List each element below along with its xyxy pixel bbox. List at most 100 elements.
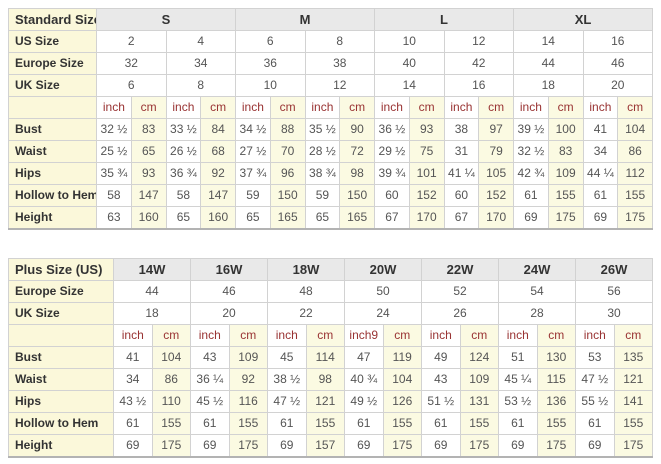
measure-value-cell: 32 ½ xyxy=(96,118,132,141)
size-value-cell: 32 xyxy=(96,52,167,75)
row-label: Height xyxy=(8,206,97,230)
measure-value-cell: 61 xyxy=(498,412,538,435)
measure-value-cell: 36 ¼ xyxy=(190,368,230,391)
measure-value-cell: 43 xyxy=(190,346,230,369)
measure-value-cell: 175 xyxy=(617,206,653,230)
measure-value-cell: 38 ¾ xyxy=(304,162,341,185)
measure-value-cell: 97 xyxy=(478,118,514,141)
measure-value-cell: 43 xyxy=(421,368,461,391)
measure-value-cell: 65 xyxy=(304,206,341,230)
unit-row-spacer xyxy=(8,96,97,119)
measure-value-cell: 155 xyxy=(305,412,345,435)
measure-row: Height 69 175 69 175 69 157 69 175 69 175 69 175 69 17… xyxy=(8,434,653,458)
measure-value-cell: 175 xyxy=(382,434,422,458)
size-value-cell: 6 xyxy=(96,74,167,97)
row-label: Bust xyxy=(8,346,114,369)
unit-header-inch: inch xyxy=(575,324,615,347)
measure-value-cell: 55 ½ xyxy=(575,390,615,413)
measure-row: Bust 41 104 43 109 45 114 47 119 49 124 51 130 53 135 xyxy=(8,346,653,369)
plus-size-table: Plus Size (US) 14W 16W 18W 20W 22W 24W 26W Europ… xyxy=(8,258,653,458)
size-value-cell: 28 xyxy=(498,302,576,325)
measure-value-cell: 124 xyxy=(459,346,499,369)
measure-value-cell: 150 xyxy=(339,184,375,207)
unit-header-cm: cm xyxy=(151,324,191,347)
unit-header-cm: cm xyxy=(200,96,236,119)
measure-value-cell: 37 ¾ xyxy=(235,162,271,185)
measure-value-cell: 59 xyxy=(235,184,271,207)
row-label: UK Size xyxy=(8,302,114,325)
unit-header-cm: cm xyxy=(459,324,499,347)
measure-value-cell: 34 ½ xyxy=(235,118,271,141)
measure-value-cell: 175 xyxy=(459,434,499,458)
measure-value-cell: 41 ¼ xyxy=(443,162,480,185)
unit-header-inch: inch xyxy=(235,96,271,119)
measure-value-cell: 147 xyxy=(200,184,236,207)
measure-value-cell: 51 xyxy=(498,346,538,369)
measure-value-cell: 34 xyxy=(582,140,619,163)
measure-value-cell: 65 xyxy=(235,206,271,230)
measure-value-cell: 39 ¾ xyxy=(374,162,410,185)
measure-value-cell: 61 xyxy=(190,412,230,435)
measure-value-cell: 40 ¾ xyxy=(344,368,384,391)
measure-value-cell: 38 ½ xyxy=(267,368,307,391)
measure-value-cell: 155 xyxy=(617,184,653,207)
unit-header-inch: inch xyxy=(582,96,619,119)
measure-value-cell: 45 xyxy=(267,346,307,369)
measure-row: Bust 32 ½ 83 33 ½ 84 34 ½ 88 35 ½ 90 36 ½ 93 38 97 39… xyxy=(8,118,653,141)
measure-value-cell: 86 xyxy=(151,368,191,391)
measure-value-cell: 155 xyxy=(536,412,576,435)
measure-value-cell: 45 ¼ xyxy=(498,368,538,391)
size-value-cell: 26 xyxy=(421,302,499,325)
measure-value-cell: 65 xyxy=(130,140,167,163)
measure-value-cell: 67 xyxy=(443,206,480,230)
table-title: Standard Size xyxy=(8,8,97,31)
measure-value-cell: 109 xyxy=(228,346,268,369)
unit-header-cm: cm xyxy=(547,96,584,119)
measure-value-cell: 69 xyxy=(113,434,153,458)
measure-value-cell: 155 xyxy=(151,412,191,435)
unit-header-inch: inch xyxy=(190,324,230,347)
size-value-cell: 50 xyxy=(344,280,422,303)
measure-value-cell: 175 xyxy=(613,434,653,458)
size-value-cell: 38 xyxy=(304,52,375,75)
unit-header-inch: inch xyxy=(374,96,410,119)
measure-value-cell: 53 ½ xyxy=(498,390,538,413)
measure-value-cell: 39 ½ xyxy=(513,118,549,141)
measure-value-cell: 150 xyxy=(269,184,306,207)
measure-value-cell: 93 xyxy=(408,118,445,141)
measure-row: Height 63 160 65 160 65 165 65 165 67 170 67 170 69 17… xyxy=(8,206,653,230)
measure-value-cell: 155 xyxy=(547,184,584,207)
unit-header-cm: cm xyxy=(228,324,268,347)
measure-value-cell: 25 ½ xyxy=(96,140,132,163)
measure-value-cell: 69 xyxy=(190,434,230,458)
measure-value-cell: 69 xyxy=(344,434,384,458)
measure-value-cell: 70 xyxy=(269,140,306,163)
measure-value-cell: 61 xyxy=(113,412,153,435)
measure-value-cell: 61 xyxy=(513,184,549,207)
size-group-header: 22W xyxy=(421,258,499,281)
measure-value-cell: 104 xyxy=(151,346,191,369)
unit-header-cm: cm xyxy=(478,96,514,119)
unit-row-spacer xyxy=(8,324,114,347)
measure-value-cell: 27 ½ xyxy=(235,140,271,163)
measure-value-cell: 75 xyxy=(408,140,445,163)
row-label: Height xyxy=(8,434,114,458)
unit-header-inch: inch xyxy=(304,96,341,119)
measure-value-cell: 36 ½ xyxy=(374,118,410,141)
measure-value-cell: 61 xyxy=(582,184,619,207)
measure-value-cell: 35 ½ xyxy=(304,118,341,141)
measure-value-cell: 96 xyxy=(269,162,306,185)
size-value-cell: 6 xyxy=(235,30,306,53)
size-value-cell: 14 xyxy=(513,30,584,53)
measure-value-cell: 61 xyxy=(575,412,615,435)
unit-header-inch: inch xyxy=(498,324,538,347)
size-row: UK Size 6 8 10 12 14 16 18 20 xyxy=(8,74,653,97)
size-group-header: 14W xyxy=(113,258,191,281)
unit-header-inch: inch xyxy=(513,96,549,119)
size-row: UK Size 18 20 22 24 26 28 30 xyxy=(8,302,653,325)
measure-value-cell: 114 xyxy=(305,346,345,369)
measure-value-cell: 63 xyxy=(96,206,132,230)
measure-value-cell: 175 xyxy=(228,434,268,458)
measure-value-cell: 84 xyxy=(200,118,236,141)
measure-value-cell: 116 xyxy=(228,390,268,413)
